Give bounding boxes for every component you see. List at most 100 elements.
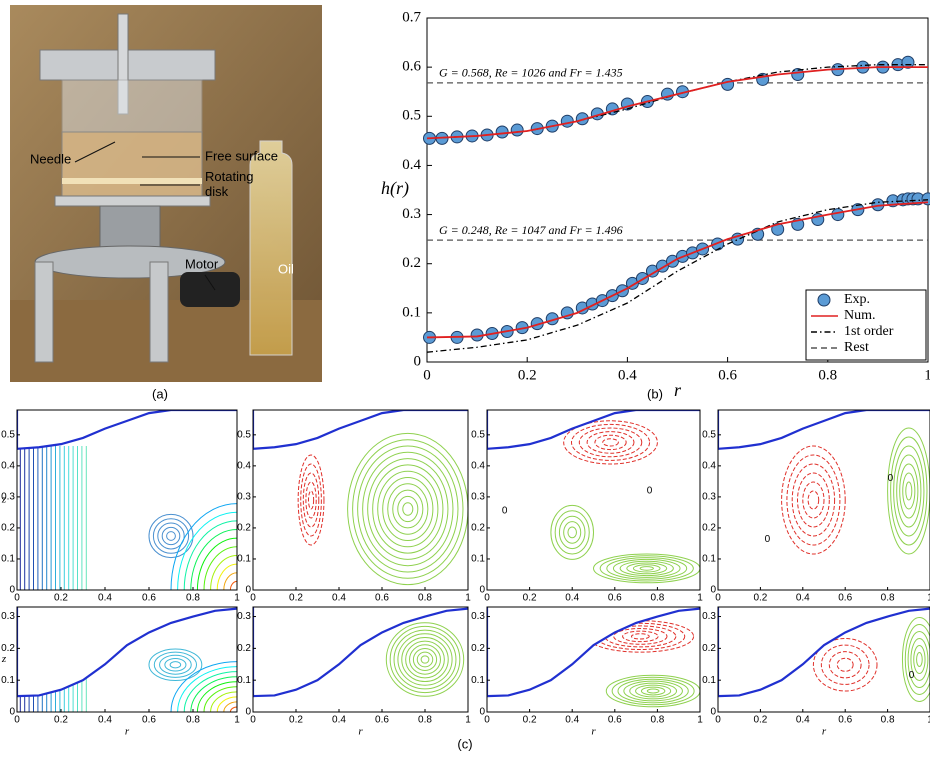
- contour: [551, 505, 594, 559]
- x-tick-label: 0: [250, 593, 256, 604]
- x-tick-label: 0.8: [818, 367, 837, 383]
- y-tick-label: 0.1: [1, 675, 15, 686]
- contour: [368, 459, 448, 560]
- caption: (b): [647, 386, 663, 401]
- contour: [197, 538, 237, 590]
- contour: [792, 464, 834, 536]
- x-axis-label: r: [822, 726, 827, 738]
- contour-plot: [253, 390, 468, 585]
- y-tick-label: 0: [245, 585, 251, 596]
- contour: [217, 697, 237, 712]
- contour: [897, 455, 921, 527]
- y-tick-label: 0.6: [402, 59, 421, 75]
- contour: [787, 455, 840, 545]
- contour: [640, 567, 653, 571]
- contour: [917, 653, 923, 667]
- caption: (a): [152, 386, 168, 401]
- y-tick-label: 0.4: [402, 157, 421, 173]
- contour: [149, 514, 193, 557]
- contour: [170, 662, 181, 668]
- x-tick-label: 0.6: [142, 593, 156, 604]
- x-tick-label: 0.2: [289, 593, 303, 604]
- photo-label: Free surface: [205, 148, 278, 163]
- contour: [230, 707, 237, 712]
- y-tick-label: 0.4: [1, 461, 15, 472]
- y-tick-label: 0.3: [402, 206, 421, 222]
- y-tick-label: 0.3: [702, 611, 716, 622]
- contour: [579, 428, 641, 457]
- contour: [348, 433, 468, 584]
- y-tick-label: 0.1: [471, 554, 485, 565]
- x-tick-label: 0.4: [565, 593, 579, 604]
- x-tick-label: 0.4: [98, 593, 112, 604]
- x-tick-label: 0.6: [608, 715, 622, 726]
- legend-label: Rest: [844, 340, 869, 355]
- contour-label: 0: [765, 534, 771, 545]
- x-tick-label: 1: [697, 715, 703, 726]
- legend-label: Num.: [844, 308, 876, 323]
- contour: [298, 455, 324, 545]
- y-tick-label: 0.1: [702, 554, 716, 565]
- y-tick-label: 0.1: [237, 554, 251, 565]
- contour: [568, 527, 577, 538]
- contour: [594, 554, 701, 583]
- contour: [641, 687, 664, 695]
- contour: [595, 435, 626, 449]
- y-axis-label: z: [1, 653, 7, 665]
- y-tick-label: 0.5: [702, 429, 716, 440]
- free-surface: [487, 587, 700, 696]
- x-tick-label: 0.2: [54, 715, 68, 726]
- contour-label: 0: [647, 486, 653, 497]
- data-point: [832, 209, 844, 221]
- data-point: [511, 124, 523, 136]
- x-axis-label: r: [591, 726, 596, 738]
- free-surface: [253, 390, 468, 449]
- y-tick-label: 0.3: [471, 611, 485, 622]
- y-tick-label: 0.2: [471, 643, 485, 654]
- contour: [353, 440, 463, 579]
- contour: [571, 424, 649, 460]
- y-tick-label: 0: [479, 585, 485, 596]
- contour: [906, 482, 912, 500]
- contour: [383, 478, 433, 541]
- x-tick-label: 0.4: [332, 593, 346, 604]
- x-tick-label: 0: [484, 715, 490, 726]
- contour-label: 0: [502, 505, 508, 516]
- contour: [217, 564, 237, 590]
- x-tick-label: 0: [14, 715, 20, 726]
- contour: [398, 496, 418, 521]
- contour: [308, 491, 313, 509]
- x-tick-label: 0.2: [54, 593, 68, 604]
- y-tick-label: 0.1: [237, 675, 251, 686]
- contour: [803, 482, 824, 518]
- contour: [306, 482, 316, 518]
- contour: [393, 490, 423, 528]
- contour: [624, 681, 683, 701]
- contour: [165, 658, 186, 671]
- x-tick-label: 0.2: [753, 715, 767, 726]
- y-tick-label: 0.5: [402, 108, 421, 124]
- x-tick-label: 0.8: [881, 715, 895, 726]
- y-tick-label: 0.7: [402, 9, 421, 25]
- y-tick-label: 0.4: [471, 461, 485, 472]
- x-tick-label: 0.4: [618, 367, 637, 383]
- contour-plot: [17, 587, 237, 712]
- x-tick-label: 0.6: [142, 715, 156, 726]
- contour-plot: [718, 587, 930, 702]
- annotation: G = 0.568, Re = 1026 and Fr = 1.435: [439, 66, 623, 80]
- contour: [390, 626, 460, 692]
- y-tick-label: 0.5: [237, 429, 251, 440]
- contour: [894, 446, 924, 536]
- data-point: [496, 126, 508, 138]
- x-tick-label: 1: [234, 593, 240, 604]
- y-tick-label: 0.5: [471, 429, 485, 440]
- data-point: [722, 78, 734, 90]
- x-tick-label: 0.2: [523, 593, 537, 604]
- figure: (a) (b) (c) NeedleFree surfaceRotatingdi…: [0, 0, 930, 760]
- contour: [363, 452, 453, 565]
- contour: [837, 658, 853, 671]
- contour: [829, 652, 861, 678]
- x-tick-label: 0.6: [838, 715, 852, 726]
- free-surface: [17, 587, 237, 696]
- contour: [162, 527, 180, 544]
